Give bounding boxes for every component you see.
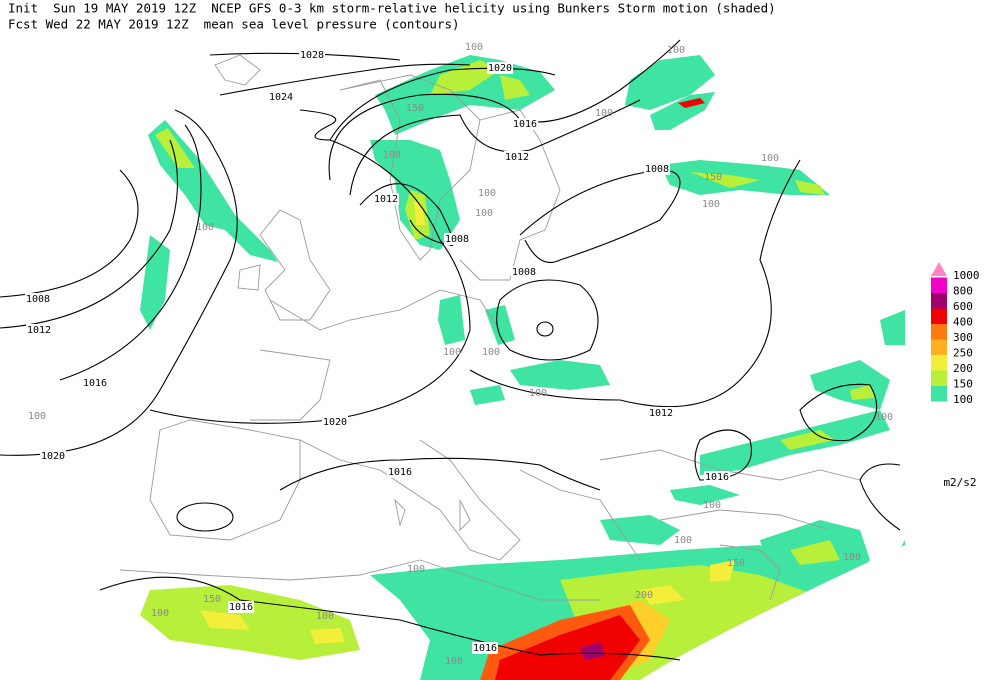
label-backdrop: [299, 49, 325, 61]
pressure-label: 1016: [388, 467, 412, 478]
header-line: Init Sun 19 MAY 2019 12Z NCEP GFS 0-3 km…: [8, 1, 776, 16]
pressure-label: 1016: [513, 119, 537, 130]
pressure-label: 1028: [300, 50, 324, 61]
label-backdrop: [487, 62, 513, 74]
helicity-label: 100: [702, 199, 720, 210]
legend-swatch: [931, 262, 947, 276]
label-backdrop: [322, 416, 348, 428]
legend-label: 100: [953, 393, 973, 406]
label-backdrop: [268, 91, 294, 103]
coastlines: [119, 54, 861, 601]
label-backdrop: [228, 601, 254, 613]
legend-swatch: [931, 386, 947, 402]
pressure-label: 1008: [645, 164, 669, 175]
legend-units: m2/s2: [943, 476, 976, 489]
helicity-label: 100: [151, 608, 169, 619]
label-backdrop: [40, 450, 66, 462]
helicity-label: 150: [203, 594, 221, 605]
pressure-label: 1016: [229, 602, 253, 613]
pressure-label: 1012: [27, 325, 51, 336]
pressure-label: 1020: [323, 417, 347, 428]
helicity-label: 100: [595, 108, 613, 119]
helicity-shading: [140, 55, 905, 680]
legend-label: 1000: [953, 269, 980, 282]
legend-swatch: [931, 293, 947, 309]
label-backdrop: [82, 377, 108, 389]
helicity-label: 100: [875, 412, 893, 423]
legend-label: 600: [953, 300, 973, 313]
legend-label: 250: [953, 347, 973, 360]
header-line: Fcst Wed 22 MAY 2019 12Z mean sea level …: [8, 17, 460, 32]
map-labels: 1028 1024 1020 1016 1012 1008 1012 1008 1008 1008…: [25, 42, 893, 667]
helicity-label: 100: [407, 564, 425, 575]
label-backdrop: [25, 293, 51, 305]
legend-swatch: [931, 324, 947, 340]
label-backdrop: [512, 118, 538, 130]
helicity-label: 100: [28, 411, 46, 422]
legend-label: 400: [953, 316, 973, 329]
helicity-label: 150: [704, 172, 722, 183]
legend-label: 200: [953, 362, 973, 375]
helicity-label: 100: [316, 611, 334, 622]
helicity-label: 100: [703, 500, 721, 511]
legend-swatch: [931, 370, 947, 386]
label-backdrop: [387, 466, 413, 478]
helicity-label: 100: [475, 208, 493, 219]
pressure-label: 1008: [26, 294, 50, 305]
helicity-label: 100: [667, 45, 685, 56]
helicity-label: 100: [196, 222, 214, 233]
pressure-label: 1024: [269, 92, 293, 103]
legend-swatch: [931, 355, 947, 371]
label-backdrop: [504, 151, 530, 163]
label-backdrop: [373, 193, 399, 205]
legend-swatch: [931, 277, 947, 293]
label-backdrop: [644, 163, 670, 175]
legend-label: 300: [953, 331, 973, 344]
helicity-label: 100: [761, 153, 779, 164]
label-backdrop: [511, 266, 537, 278]
label-backdrop: [26, 324, 52, 336]
pressure-label: 1012: [505, 152, 529, 163]
pressure-label: 1008: [445, 234, 469, 245]
legend-swatch: [931, 339, 947, 355]
pressure-contours: [0, 39, 901, 661]
helicity-label: 100: [445, 656, 463, 667]
helicity-label: 100: [478, 188, 496, 199]
helicity-label: 100: [443, 347, 461, 358]
helicity-label: 200: [635, 590, 653, 601]
helicity-label: 100: [383, 150, 401, 161]
helicity-label: 150: [406, 103, 424, 114]
label-backdrop: [648, 407, 674, 419]
helicity-label: 100: [843, 552, 861, 563]
legend-label: 150: [953, 378, 973, 391]
pressure-label: 1020: [41, 451, 65, 462]
label-backdrop: [444, 233, 470, 245]
helicity-label: 150: [727, 558, 745, 569]
pressure-label: 1012: [649, 408, 673, 419]
label-backdrop: [704, 471, 730, 483]
pressure-label: 1016: [705, 472, 729, 483]
helicity-label: 100: [482, 347, 500, 358]
pressure-label: 1016: [83, 378, 107, 389]
helicity-label: 100: [465, 42, 483, 53]
legend-swatch: [931, 308, 947, 324]
pressure-label: 1016: [473, 643, 497, 654]
label-backdrop: [472, 642, 498, 654]
helicity-label: 100: [529, 388, 547, 399]
legend-label: 800: [953, 285, 973, 298]
pressure-label: 1020: [488, 63, 512, 74]
pressure-label: 1012: [374, 194, 398, 205]
pressure-label: 1008: [512, 267, 536, 278]
legend: 1000 800 600 400 300 250 200 150 100: [931, 262, 980, 406]
helicity-label: 100: [674, 535, 692, 546]
